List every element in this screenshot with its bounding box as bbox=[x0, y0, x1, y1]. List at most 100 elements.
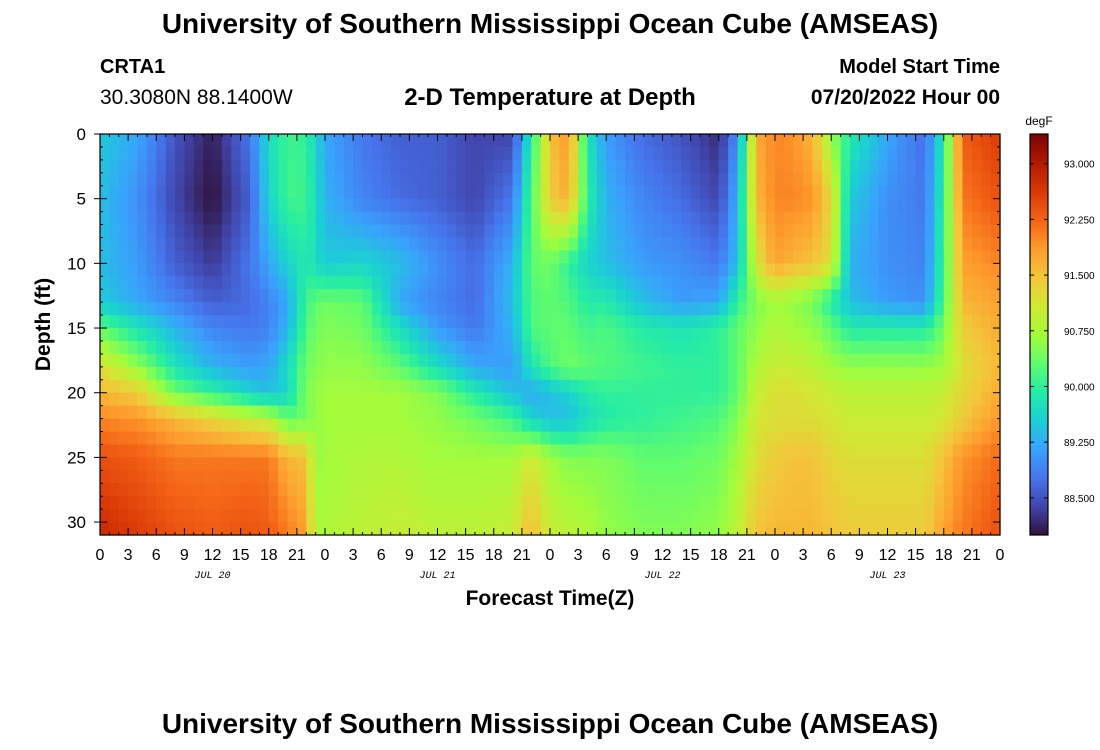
heatmap-cell bbox=[446, 470, 457, 484]
heatmap-cell bbox=[146, 198, 157, 213]
heatmap-cell bbox=[437, 379, 448, 394]
heatmap-cell bbox=[653, 289, 664, 303]
heatmap-cell bbox=[634, 263, 645, 277]
heatmap-cell bbox=[793, 172, 804, 187]
heatmap-cell bbox=[165, 522, 176, 536]
heatmap-cell bbox=[456, 172, 467, 187]
heatmap-cell bbox=[212, 457, 223, 471]
heatmap-cell bbox=[465, 263, 476, 277]
heatmap-cell bbox=[643, 366, 654, 381]
heatmap-cell bbox=[784, 431, 795, 446]
heatmap-cell bbox=[390, 134, 401, 148]
heatmap-cell bbox=[296, 340, 307, 355]
heatmap-cell bbox=[156, 224, 167, 239]
heatmap-cell bbox=[484, 522, 495, 536]
heatmap-cell bbox=[859, 496, 870, 510]
heatmap-cell bbox=[184, 134, 195, 148]
heatmap-cell bbox=[934, 431, 945, 446]
heatmap-cell bbox=[118, 328, 129, 342]
heatmap-cell bbox=[175, 289, 185, 303]
heatmap-cell bbox=[128, 328, 139, 342]
heatmap-cell bbox=[193, 483, 204, 497]
heatmap-cell bbox=[278, 353, 289, 368]
heatmap-cell bbox=[925, 172, 935, 187]
heatmap-cell bbox=[156, 289, 167, 303]
heatmap-cell bbox=[709, 496, 720, 510]
heatmap-cell bbox=[784, 146, 795, 161]
x-tick-label: 21 bbox=[513, 547, 531, 564]
heatmap-cell bbox=[587, 276, 598, 290]
heatmap-cell bbox=[925, 509, 935, 523]
heatmap-cell bbox=[184, 483, 195, 497]
heatmap-cell bbox=[109, 289, 120, 303]
heatmap-cell bbox=[118, 211, 129, 226]
heatmap-cell bbox=[137, 522, 148, 536]
heatmap-cell bbox=[662, 444, 673, 458]
heatmap-cell bbox=[484, 263, 495, 277]
heatmap-cell bbox=[175, 211, 185, 226]
heatmap-cell bbox=[137, 250, 148, 264]
heatmap-cell bbox=[850, 522, 860, 536]
heatmap-cell bbox=[831, 276, 842, 290]
heatmap-cell bbox=[653, 198, 664, 213]
heatmap-cell bbox=[259, 185, 270, 200]
heatmap-cell bbox=[878, 276, 889, 290]
heatmap-cell bbox=[165, 457, 176, 471]
heatmap-cell bbox=[671, 379, 682, 394]
heatmap-cell bbox=[484, 185, 495, 200]
heatmap-cell bbox=[240, 418, 251, 433]
heatmap-cell bbox=[146, 315, 157, 329]
heatmap-cell bbox=[240, 509, 251, 523]
heatmap-cell bbox=[990, 353, 1001, 368]
heatmap-cell bbox=[146, 470, 157, 484]
heatmap-cell bbox=[521, 366, 532, 381]
heatmap-cell bbox=[109, 353, 120, 368]
heatmap-cell bbox=[578, 470, 589, 484]
heatmap-cell bbox=[437, 146, 448, 161]
heatmap-cell bbox=[503, 146, 514, 161]
heatmap-cell bbox=[175, 134, 185, 148]
heatmap-cell bbox=[193, 340, 204, 355]
heatmap-cell bbox=[409, 159, 420, 174]
heatmap-cell bbox=[643, 509, 654, 523]
heatmap-cell bbox=[400, 172, 410, 187]
heatmap-cell bbox=[109, 392, 120, 407]
heatmap-cell bbox=[268, 172, 279, 187]
heatmap-cell bbox=[728, 146, 739, 161]
heatmap-cell bbox=[268, 470, 279, 484]
heatmap-cell bbox=[925, 366, 935, 381]
heatmap-cell bbox=[962, 418, 973, 433]
heatmap-cell bbox=[437, 444, 448, 458]
heatmap-cell bbox=[887, 146, 898, 161]
heatmap-cell bbox=[390, 353, 401, 368]
heatmap-cell bbox=[240, 237, 251, 252]
heatmap-cell bbox=[128, 353, 139, 368]
heatmap-cell bbox=[906, 496, 917, 510]
heatmap-cell bbox=[193, 418, 204, 433]
heatmap-cell bbox=[137, 431, 148, 446]
heatmap-cell bbox=[803, 211, 814, 226]
heatmap-cell bbox=[212, 315, 223, 329]
heatmap-cell bbox=[100, 444, 110, 458]
y-tick-label: 5 bbox=[77, 190, 86, 209]
heatmap-cell bbox=[737, 276, 748, 290]
heatmap-cell bbox=[812, 509, 823, 523]
heatmap-cell bbox=[540, 496, 551, 510]
heatmap-cell bbox=[634, 172, 645, 187]
heatmap-cell bbox=[915, 496, 926, 510]
heatmap-cell bbox=[240, 483, 251, 497]
heatmap-cell bbox=[390, 470, 401, 484]
heatmap-cell bbox=[550, 496, 560, 510]
heatmap-cell bbox=[681, 198, 692, 213]
heatmap-cell bbox=[821, 276, 832, 290]
heatmap-cell bbox=[662, 134, 673, 148]
heatmap-cell bbox=[981, 276, 992, 290]
heatmap-cell bbox=[587, 509, 598, 523]
heatmap-cell bbox=[653, 392, 664, 407]
heatmap-cell bbox=[175, 522, 185, 536]
heatmap-cell bbox=[718, 392, 729, 407]
heatmap-cell bbox=[484, 379, 495, 394]
heatmap-cell bbox=[737, 146, 748, 161]
heatmap-cell bbox=[184, 276, 195, 290]
heatmap-cell bbox=[962, 159, 973, 174]
